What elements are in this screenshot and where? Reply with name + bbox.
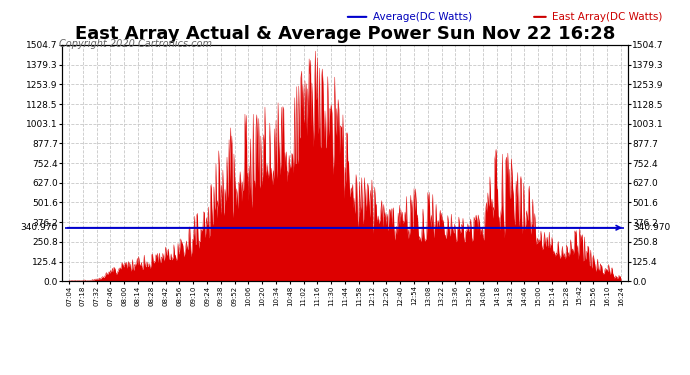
Text: 340.970: 340.970 xyxy=(21,223,58,232)
Text: 340.970: 340.970 xyxy=(633,223,671,232)
Text: Copyright 2020 Cartronics.com: Copyright 2020 Cartronics.com xyxy=(59,39,212,50)
Text: Average(DC Watts): Average(DC Watts) xyxy=(373,12,472,22)
Text: East Array(DC Watts): East Array(DC Watts) xyxy=(552,12,662,22)
Title: East Array Actual & Average Power Sun Nov 22 16:28: East Array Actual & Average Power Sun No… xyxy=(75,26,615,44)
